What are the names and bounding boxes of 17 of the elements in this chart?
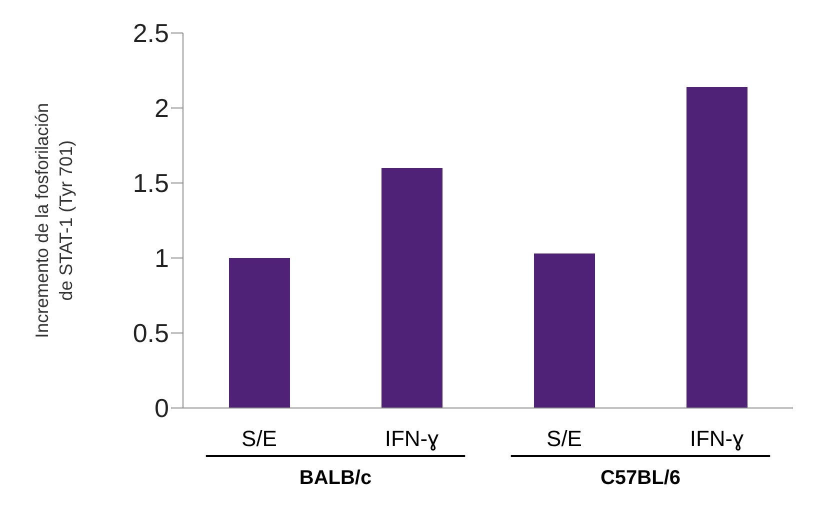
y-axis-title: Incremento de la fosforilación de STAT-1 (Tyr 701): [32, 102, 76, 338]
y-tick-label: 1: [154, 243, 169, 274]
y-tick-label: 0.5: [132, 318, 169, 348]
y-tick-label: 2: [154, 93, 169, 124]
bar: [382, 168, 442, 408]
x-tick-label: IFN-ɣ: [384, 426, 439, 451]
bar: [229, 258, 290, 408]
y-tick-label: 2.5: [132, 18, 169, 48]
x-tick-label: IFN-ɣ: [690, 426, 744, 451]
bar: [686, 87, 748, 408]
x-tick-label: S/E: [546, 426, 582, 451]
text: BALB/c: [299, 467, 372, 489]
text: C57BL/6: [600, 467, 681, 489]
y-tick-label: 0: [154, 393, 169, 424]
bar: [534, 254, 595, 408]
x-tick-label: S/E: [242, 426, 277, 451]
y-tick-label: 1.5: [132, 168, 169, 198]
